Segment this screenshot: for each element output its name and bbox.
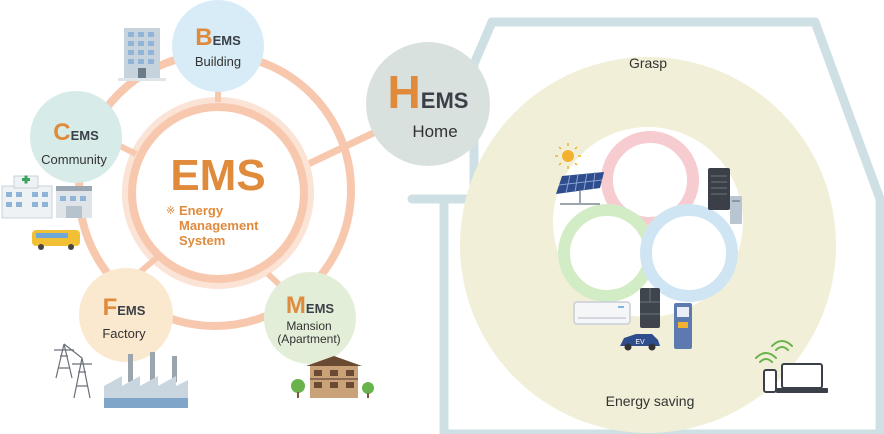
mems-circle (264, 272, 356, 364)
mems-label-2: (Apartment) (277, 332, 340, 346)
consume-ring (640, 204, 738, 302)
hems-title: HEMS (388, 66, 469, 118)
hems-node: HEMS Home (366, 42, 490, 166)
solar-panel-icon (556, 171, 604, 205)
energy-saving-label: Energy saving (606, 393, 695, 409)
hems-circle (366, 42, 490, 166)
hospital-icon (1, 175, 53, 219)
mems-initial: M (286, 292, 306, 319)
ems-subtitle-1: Energy (179, 203, 224, 218)
factory-icon (104, 352, 188, 408)
generate-ring (601, 131, 699, 229)
cems-title: CEMS (53, 119, 99, 146)
bus-icon (32, 230, 80, 250)
mems-label: Mansion (286, 319, 331, 333)
fems-suffix: EMS (117, 303, 146, 318)
apartment-icon (306, 356, 362, 398)
ems-title: EMS (170, 151, 265, 200)
fems-initial: F (103, 294, 118, 321)
hems-label: Home (412, 122, 457, 141)
bems-node: BEMS Building (172, 0, 264, 92)
ev-label: EV (635, 339, 645, 346)
bems-label: Building (195, 54, 241, 69)
bems-suffix: EMS (213, 33, 242, 48)
hems-initial: H (388, 66, 421, 118)
mems-title: MEMS (286, 292, 335, 319)
air-conditioner-icon (573, 301, 631, 325)
ems-subtitle-2: Management (179, 218, 259, 233)
cems-suffix: EMS (71, 128, 100, 143)
hems-suffix: EMS (421, 88, 469, 113)
storage-battery-icon (708, 168, 742, 224)
ems-center: EMS ※ Energy Management System (166, 151, 266, 248)
refrigerator-icon (640, 288, 660, 328)
bems-title: BEMS (195, 24, 241, 51)
bems-circle (172, 0, 264, 92)
center-inner (128, 103, 308, 283)
sun-icon (555, 143, 581, 169)
mems-suffix: EMS (306, 301, 335, 316)
ev-car-icon: EV (620, 334, 660, 351)
cems-label: Community (41, 152, 107, 167)
fems-node: FEMS Factory (79, 268, 173, 362)
building-icon (118, 28, 166, 81)
cems-initial: C (53, 119, 70, 146)
cems-circle (30, 91, 122, 183)
ev-charger-icon (674, 303, 692, 349)
power-tower-icon (54, 343, 92, 399)
fems-label: Factory (102, 326, 146, 341)
smartphone-icon (763, 369, 777, 393)
ems-ring-system (75, 50, 355, 330)
fems-circle (79, 268, 173, 362)
grasp-label: Grasp (629, 55, 667, 71)
laptop-icon (776, 363, 828, 393)
bems-initial: B (195, 24, 212, 51)
tree-icon (291, 379, 374, 398)
ems-subtitle-3: System (179, 233, 225, 248)
cems-node: CEMS Community (30, 91, 122, 183)
wifi-icon (755, 340, 793, 363)
store-ring (558, 204, 656, 302)
ems-mark: ※ (166, 205, 175, 217)
fems-title: FEMS (103, 294, 146, 321)
school-icon (56, 186, 92, 218)
mems-node: MEMS Mansion (Apartment) (264, 272, 356, 364)
